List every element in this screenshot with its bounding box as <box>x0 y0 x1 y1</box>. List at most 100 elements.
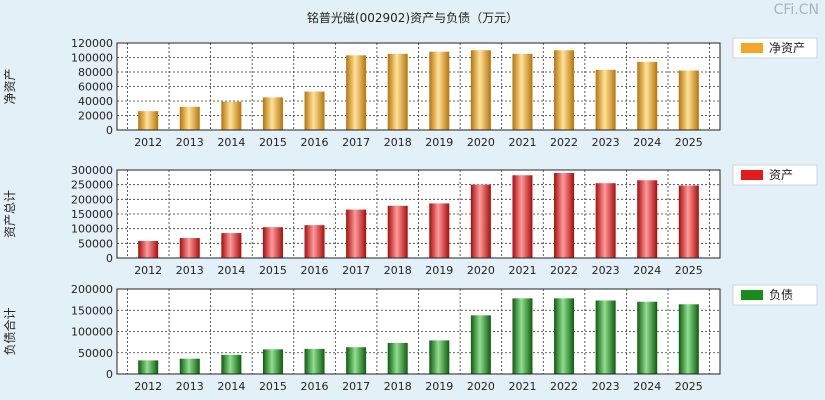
bar <box>470 184 491 258</box>
y-axis-label: 负债合计 <box>2 307 17 355</box>
x-tick-label: 2012 <box>134 380 162 393</box>
watermark: CFi.CN <box>773 2 819 18</box>
y-tick-label: 100000 <box>71 326 113 339</box>
x-tick-label: 2013 <box>176 380 204 393</box>
bar <box>554 50 575 130</box>
y-tick-label: 250000 <box>71 179 113 192</box>
bar <box>429 340 450 374</box>
x-tick-label: 2019 <box>425 380 453 393</box>
chart-panel-3: 0 50000 100000 150000 200000 2012 2013 2014 2015… <box>2 283 818 393</box>
bar <box>429 203 450 258</box>
bar <box>554 298 575 374</box>
x-tick-label: 2018 <box>384 136 412 149</box>
plot-frame <box>116 288 721 375</box>
bar <box>429 51 450 131</box>
bar <box>138 360 159 374</box>
legend-swatch <box>741 290 763 300</box>
y-tick-label: 150000 <box>71 304 113 317</box>
bar <box>179 106 200 130</box>
x-tick-label: 2022 <box>550 264 578 277</box>
x-tick-label: 2025 <box>675 380 703 393</box>
x-tick-label: 2021 <box>508 380 536 393</box>
bar <box>512 298 533 374</box>
x-tick-label: 2025 <box>675 264 703 277</box>
y-tick-label: 0 <box>106 124 113 137</box>
x-tick-label: 2012 <box>134 264 162 277</box>
y-tick-label: 150000 <box>71 208 113 221</box>
bar <box>387 53 408 130</box>
y-tick-label: 100000 <box>71 223 113 236</box>
bar <box>595 183 616 258</box>
bar <box>346 55 367 131</box>
bar <box>262 227 283 258</box>
x-tick-label: 2012 <box>134 136 162 149</box>
x-tick-label: 2016 <box>301 136 329 149</box>
bar <box>470 315 491 374</box>
legend-swatch <box>741 170 763 180</box>
y-tick-label: 60000 <box>78 81 113 94</box>
chart-title: 铭普光磁(002902)资产与负债（万元） <box>306 11 519 25</box>
x-tick-label: 2020 <box>467 136 495 149</box>
x-tick-label: 2023 <box>592 264 620 277</box>
bar <box>554 172 575 258</box>
x-tick-label: 2016 <box>301 264 329 277</box>
legend-label: 净资产 <box>769 41 805 55</box>
x-tick-label: 2021 <box>508 264 536 277</box>
x-tick-label: 2017 <box>342 380 370 393</box>
bar <box>179 238 200 258</box>
y-tick-label: 300000 <box>71 164 113 177</box>
bar <box>637 180 658 258</box>
bar <box>595 300 616 374</box>
y-tick-label: 0 <box>106 252 113 265</box>
y-tick-label: 100000 <box>71 52 113 65</box>
x-tick-label: 2020 <box>467 380 495 393</box>
bar <box>138 240 159 258</box>
y-axis-label: 资产总计 <box>3 190 17 238</box>
y-tick-label: 200000 <box>71 193 113 206</box>
plot-frame <box>116 169 721 259</box>
y-tick-label: 0 <box>106 368 113 381</box>
bar <box>346 347 367 374</box>
x-tick-label: 2020 <box>467 264 495 277</box>
x-tick-label: 2014 <box>217 136 245 149</box>
bar <box>262 349 283 374</box>
x-tick-label: 2015 <box>259 264 287 277</box>
x-tick-label: 2013 <box>176 264 204 277</box>
x-tick-label: 2023 <box>592 136 620 149</box>
y-tick-label: 200000 <box>71 283 113 296</box>
x-tick-label: 2014 <box>217 380 245 393</box>
bar <box>304 348 325 374</box>
x-tick-label: 2018 <box>384 264 412 277</box>
x-tick-label: 2018 <box>384 380 412 393</box>
bar <box>678 185 699 258</box>
plot-frame <box>116 42 721 131</box>
y-axis-label: 净资产 <box>3 68 17 104</box>
x-tick-label: 2019 <box>425 264 453 277</box>
bar <box>138 111 159 130</box>
bar <box>637 301 658 374</box>
x-tick-label: 2024 <box>633 136 661 149</box>
x-tick-label: 2017 <box>342 136 370 149</box>
y-tick-label: 50000 <box>78 347 113 360</box>
y-tick-label: 50000 <box>78 237 113 250</box>
bar <box>470 50 491 130</box>
bar <box>221 101 242 130</box>
bar <box>512 53 533 130</box>
x-tick-label: 2022 <box>550 136 578 149</box>
x-tick-label: 2024 <box>633 264 661 277</box>
x-tick-label: 2017 <box>342 264 370 277</box>
legend-swatch <box>741 43 763 53</box>
y-tick-label: 120000 <box>71 37 113 50</box>
bar <box>678 70 699 130</box>
x-tick-label: 2014 <box>217 264 245 277</box>
legend-label: 负债 <box>769 288 793 302</box>
bar <box>221 233 242 258</box>
x-tick-label: 2025 <box>675 136 703 149</box>
bar <box>387 205 408 258</box>
legend-label: 资产 <box>769 168 793 182</box>
bar <box>387 342 408 374</box>
